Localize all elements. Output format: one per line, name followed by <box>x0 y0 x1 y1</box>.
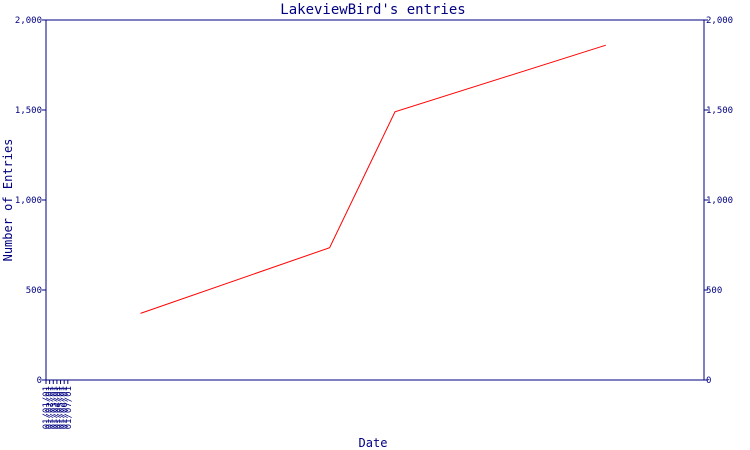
y-axis-label: Number of Entries <box>1 139 15 262</box>
y-tick-label: 1,000 <box>15 196 42 206</box>
x-tick-label: 01/05/01 <box>57 386 67 429</box>
y-tick-label: 2,000 <box>15 16 42 26</box>
y-tick-label-right: 2,000 <box>706 16 733 26</box>
y-axis-right: 0 500 1,000 1,500 2,000 <box>704 16 733 386</box>
plot-area <box>45 19 705 381</box>
series-line-0 <box>140 44 606 314</box>
x-axis-label: Date <box>359 436 388 450</box>
chart-title: LakeviewBird's entries <box>280 2 465 18</box>
x-tick-label: 01/06/01 <box>60 386 70 429</box>
y-tick-label-right: 0 <box>706 376 711 386</box>
y-axis-left: 0 500 1,000 1,500 2,000 <box>15 16 46 386</box>
x-axis: 01/01/0101/02/0101/03/0101/04/0101/05/01… <box>42 380 74 429</box>
y-tick-label: 1,500 <box>15 106 42 116</box>
x-tick-label: 01/07/01 <box>64 386 74 429</box>
y-tick-label: 500 <box>26 286 42 296</box>
y-tick-label-right: 1,500 <box>706 106 733 116</box>
x-tick-label: 01/04/01 <box>53 386 63 429</box>
y-tick-label: 0 <box>37 376 42 386</box>
y-tick-label-right: 1,000 <box>706 196 733 206</box>
y-tick-label-right: 500 <box>706 286 722 296</box>
x-tick-label: 01/02/01 <box>46 386 56 429</box>
x-tick-label: 01/03/01 <box>49 386 59 429</box>
x-tick-label: 01/01/01 <box>42 386 52 429</box>
series-layer <box>140 44 606 314</box>
